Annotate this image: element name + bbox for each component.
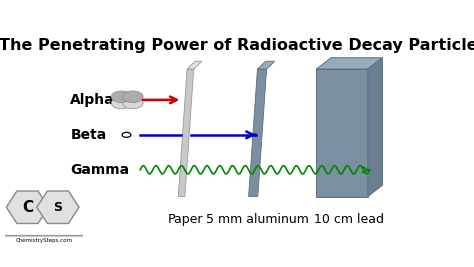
Text: Beta: Beta: [70, 128, 107, 142]
Circle shape: [111, 97, 132, 109]
Text: S: S: [54, 201, 63, 214]
Circle shape: [123, 91, 143, 103]
Text: C: C: [22, 200, 33, 215]
Polygon shape: [187, 61, 202, 69]
Text: Gamma: Gamma: [70, 163, 129, 177]
Polygon shape: [316, 58, 383, 69]
Circle shape: [123, 97, 143, 109]
Text: ChemistrySteps.com: ChemistrySteps.com: [15, 238, 73, 243]
FancyBboxPatch shape: [1, 180, 86, 236]
Text: Paper: Paper: [168, 213, 204, 226]
Polygon shape: [178, 69, 194, 197]
Circle shape: [111, 91, 132, 103]
Polygon shape: [368, 58, 383, 197]
Polygon shape: [316, 69, 368, 197]
Circle shape: [122, 132, 131, 137]
Text: 10 cm lead: 10 cm lead: [314, 213, 384, 226]
Text: Alpha: Alpha: [70, 93, 115, 107]
Text: The Penetrating Power of Radioactive Decay Particles: The Penetrating Power of Radioactive Dec…: [0, 38, 474, 53]
Polygon shape: [249, 69, 266, 197]
Polygon shape: [257, 61, 275, 69]
Text: 5 mm aluminum: 5 mm aluminum: [206, 213, 309, 226]
